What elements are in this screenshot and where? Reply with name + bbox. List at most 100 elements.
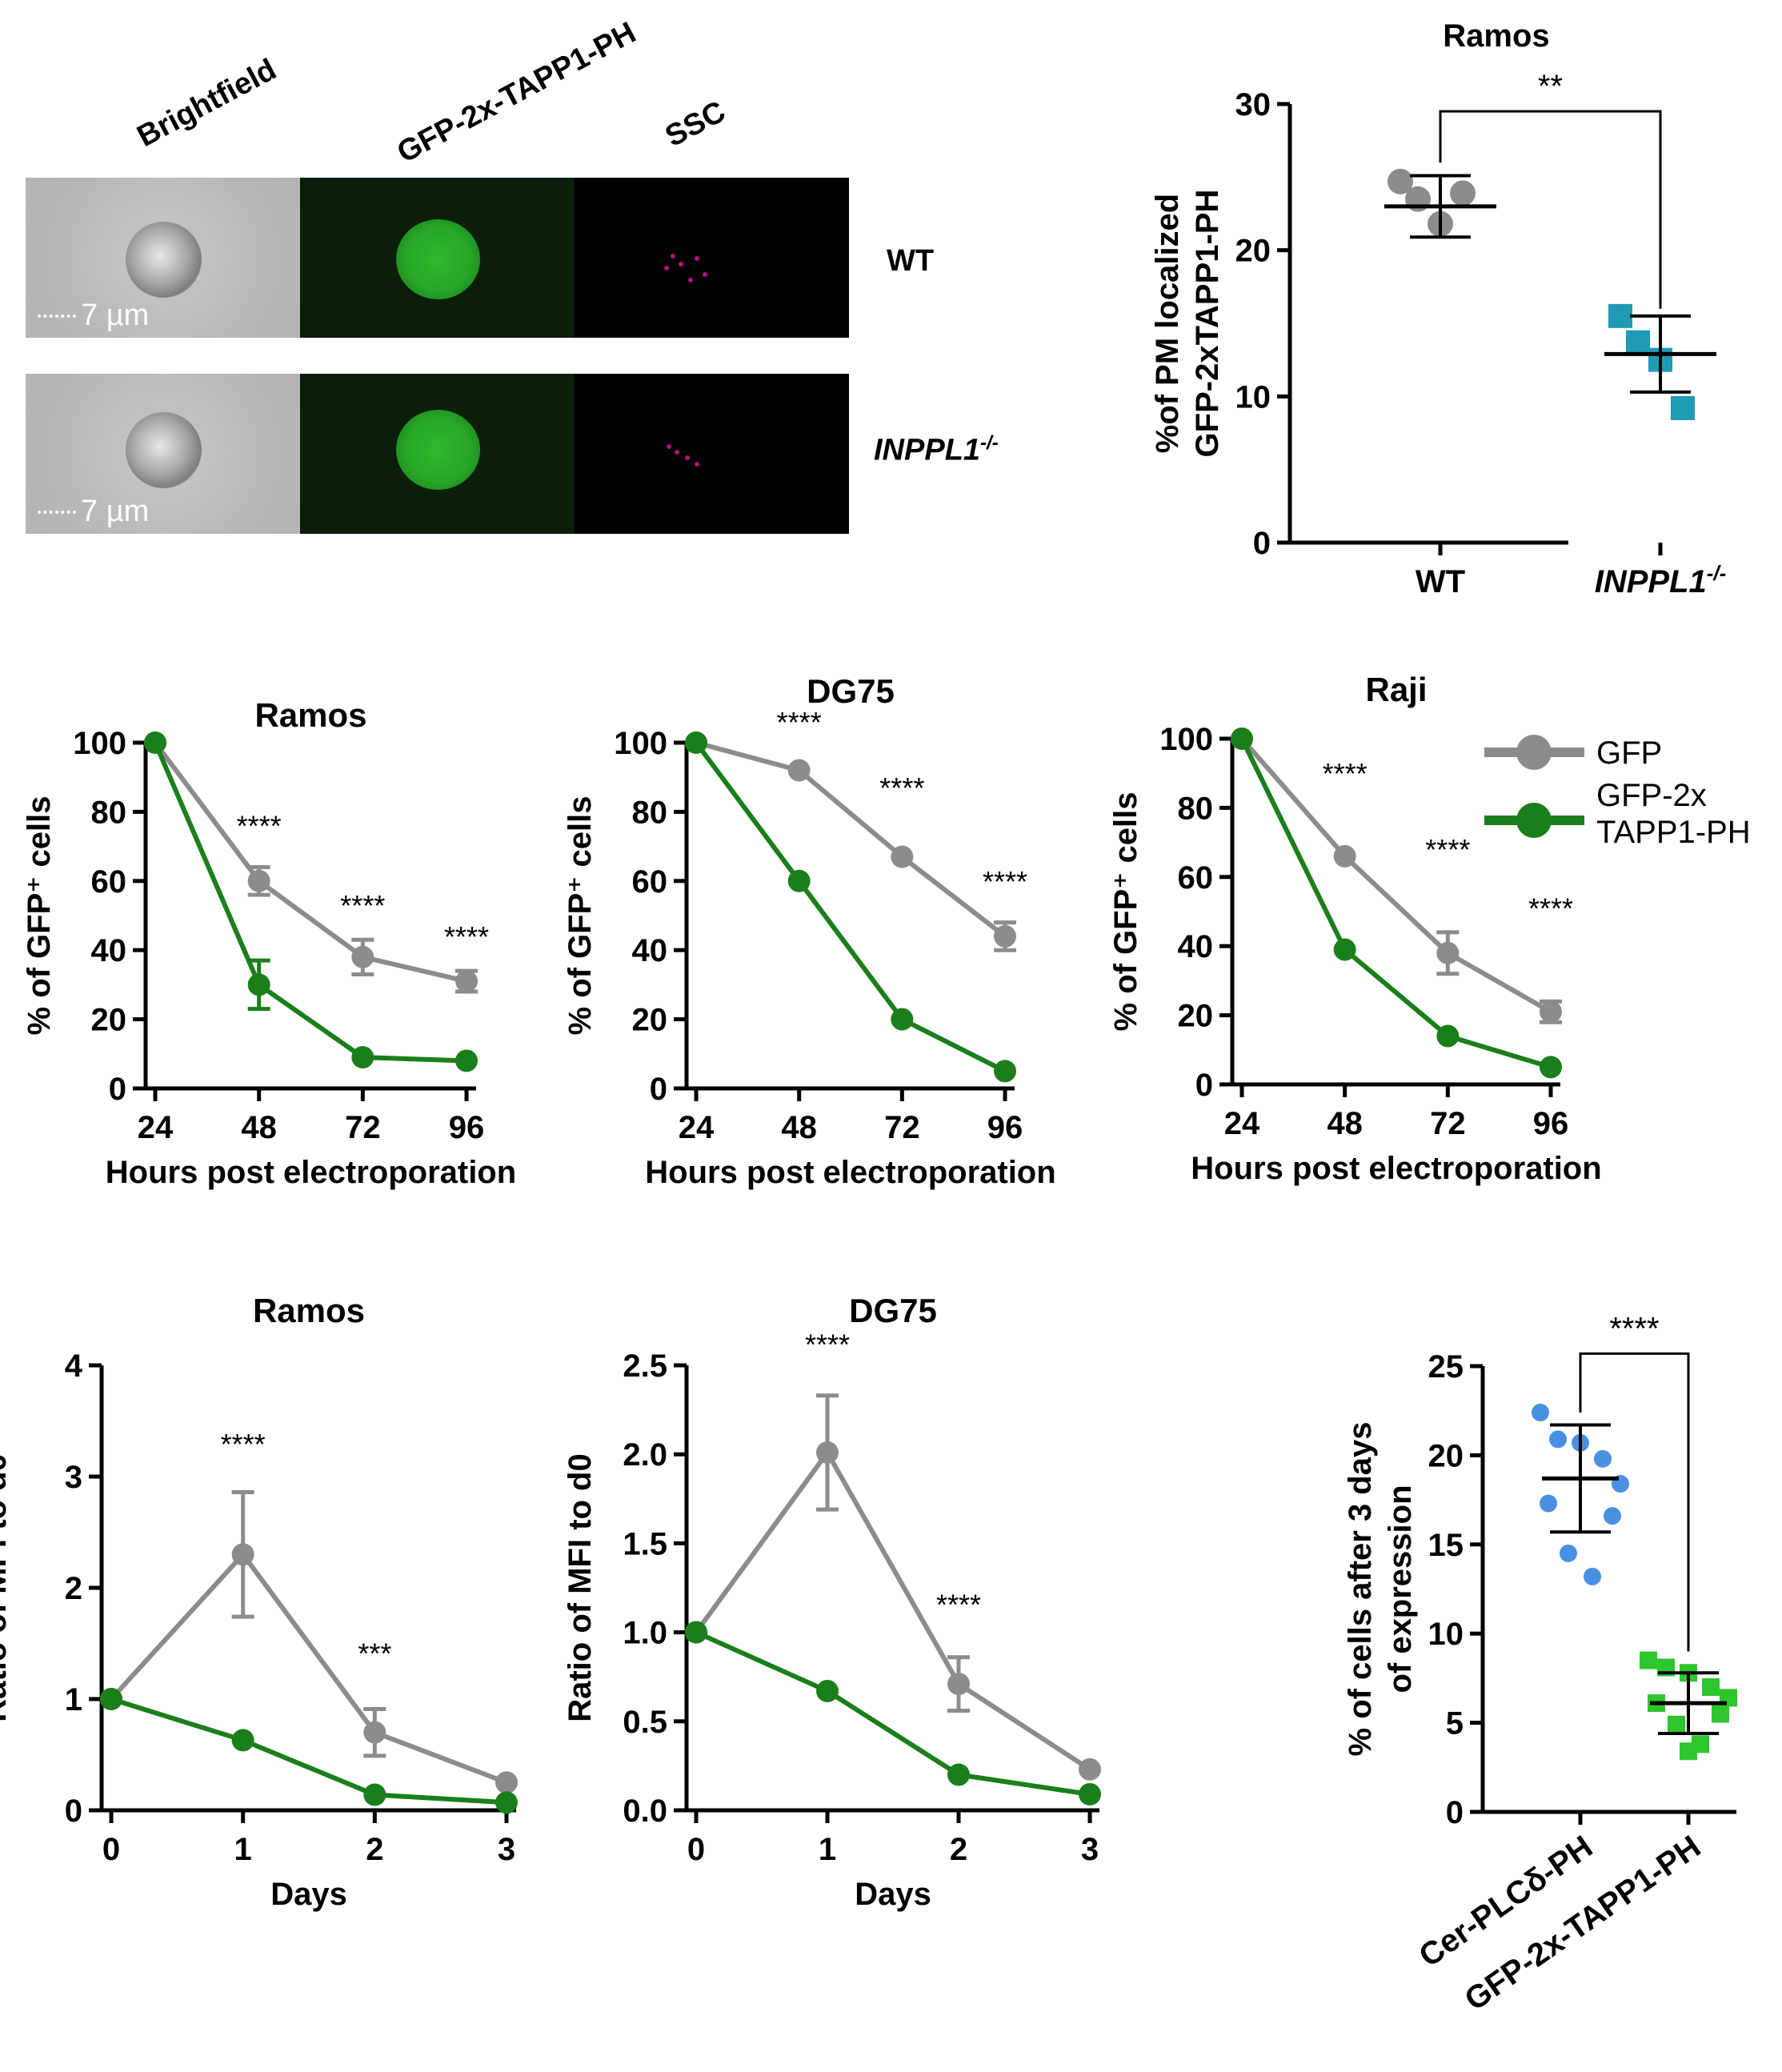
data-point (685, 1621, 707, 1644)
ssc-image-wt (575, 178, 849, 338)
data-point (1712, 1705, 1729, 1723)
legend-label-tapp1-line2: TAPP1-PH (1596, 815, 1751, 850)
x-tick-label: 24 (679, 1110, 715, 1145)
data-point (495, 1771, 518, 1794)
data-point (1680, 1742, 1697, 1761)
significance-label: **** (936, 1588, 981, 1621)
data-point (495, 1791, 518, 1814)
significance-label: **** (1528, 892, 1573, 925)
y-tick-label: 0.0 (623, 1793, 667, 1829)
data-point (994, 1060, 1016, 1083)
x-tick-label: 24 (1224, 1106, 1260, 1141)
series-line (153, 741, 467, 984)
x-tick-label: 1 (234, 1832, 252, 1867)
series-line (153, 741, 467, 1064)
y-tick-label: 15 (1428, 1528, 1464, 1563)
y-tick-label: 20 (1178, 999, 1214, 1034)
y-tick-label: 40 (1178, 929, 1214, 964)
series-line (1239, 737, 1552, 1014)
x-tick-label: 48 (781, 1110, 817, 1145)
x-tick-label: 72 (345, 1110, 381, 1145)
x-tick-label: 2 (366, 1832, 383, 1867)
x-tick-label: 72 (1430, 1106, 1466, 1141)
y-tick-label: 0 (1253, 526, 1271, 561)
data-point (1532, 1403, 1549, 1421)
data-point (1079, 1757, 1101, 1781)
significance-label: **** (1609, 1311, 1659, 1346)
y-tick-label: 2.0 (623, 1437, 667, 1473)
chart-gfp_raji: 0 20 40 60 80 100 24 48 72 96 Hours post electropo… (1108, 671, 1751, 1186)
data-point (1594, 1449, 1612, 1468)
data-point (1604, 1507, 1621, 1525)
x-tick-label: 3 (1081, 1832, 1099, 1867)
x-tick-label: 1 (819, 1832, 836, 1867)
data-point (1671, 395, 1695, 420)
data-point (787, 759, 811, 782)
y-tick-label: 1.0 (623, 1616, 667, 1651)
gfp-image-inppl1 (300, 374, 575, 534)
data-point (1388, 168, 1413, 194)
y-tick-label: 20 (1428, 1438, 1464, 1473)
data-point (1560, 1544, 1577, 1562)
series-line (694, 1448, 1091, 1772)
data-point (1540, 1056, 1562, 1079)
y-tick-label: 0 (650, 1072, 667, 1107)
y-tick-label: 30 (1235, 87, 1271, 122)
chart-mfi_dg75: 0.0 0.5 1.0 1.5 2.0 2.5 0 1 2 3 Days Ratio of MFI t… (563, 1292, 1101, 1912)
image-row-inppl1: 7 µm (26, 374, 850, 534)
data-point (247, 973, 270, 996)
data-point (1333, 938, 1356, 961)
row-label-inppl1: INPPL1-/- (874, 432, 999, 467)
y-tick-label: 80 (632, 795, 668, 830)
y-tick-label: 25 (1428, 1349, 1464, 1385)
chart-cells_after_3days: 0 5 10 15 20 25 % of cells after 3 days of expr… (1343, 1311, 1737, 2018)
y-tick-label: 2.5 (623, 1349, 667, 1384)
data-point (1549, 1430, 1567, 1449)
series-line (1239, 737, 1552, 1070)
y-tick-label: 60 (1178, 860, 1214, 896)
data-point (1450, 180, 1476, 206)
gfp-image-wt (300, 178, 575, 338)
y-tick-label: 80 (1178, 791, 1214, 826)
x-tick-label: 48 (1327, 1106, 1363, 1141)
data-point (100, 1688, 122, 1710)
x-category-label: WT (1416, 564, 1465, 599)
data-point (351, 1046, 374, 1069)
y-tick-label: 3 (65, 1460, 82, 1495)
y-axis-label: % of GFP⁺ cells (22, 796, 57, 1036)
series-line (695, 1629, 1091, 1797)
chart-title: DG75 (807, 672, 895, 710)
legend-label-gfp: GFP (1596, 735, 1662, 771)
data-point (816, 1679, 839, 1702)
data-point (1608, 303, 1632, 328)
data-point (351, 945, 374, 968)
data-point (891, 845, 914, 868)
data-point (1333, 844, 1356, 868)
data-point (1668, 1715, 1685, 1733)
x-axis-label: Hours post electroporation (1191, 1151, 1601, 1186)
y-tick-label: 5 (1446, 1706, 1464, 1741)
x-tick-label: 2 (950, 1832, 967, 1867)
y-axis-label: % of GFP⁺ cells (1108, 792, 1143, 1032)
data-point (1231, 727, 1253, 750)
y-tick-label: 10 (1235, 379, 1271, 415)
image-row-wt: 7 µm (26, 178, 850, 338)
data-point (816, 1441, 839, 1464)
x-category-label: INPPL1-/- (1595, 561, 1727, 599)
significance-label: **** (237, 810, 282, 843)
chart-title: Ramos (254, 696, 366, 734)
data-point (994, 924, 1016, 948)
y-tick-label: 1.5 (623, 1526, 667, 1561)
data-point (1640, 1651, 1657, 1669)
significance-label: **** (777, 706, 822, 739)
chart-pm_localized: 0 10 20 30 Ramos %of PM localized GFP-2xTAPP1-… (1150, 18, 1726, 599)
scale-bar: 7 µm (38, 299, 149, 333)
legend-marker-gfp (1516, 735, 1552, 770)
data-point (231, 1729, 254, 1752)
legend-marker-tapp1 (1516, 803, 1552, 838)
data-point (363, 1783, 386, 1806)
y-axis-label: of expression (1383, 1485, 1418, 1693)
series-line (694, 741, 1007, 1074)
